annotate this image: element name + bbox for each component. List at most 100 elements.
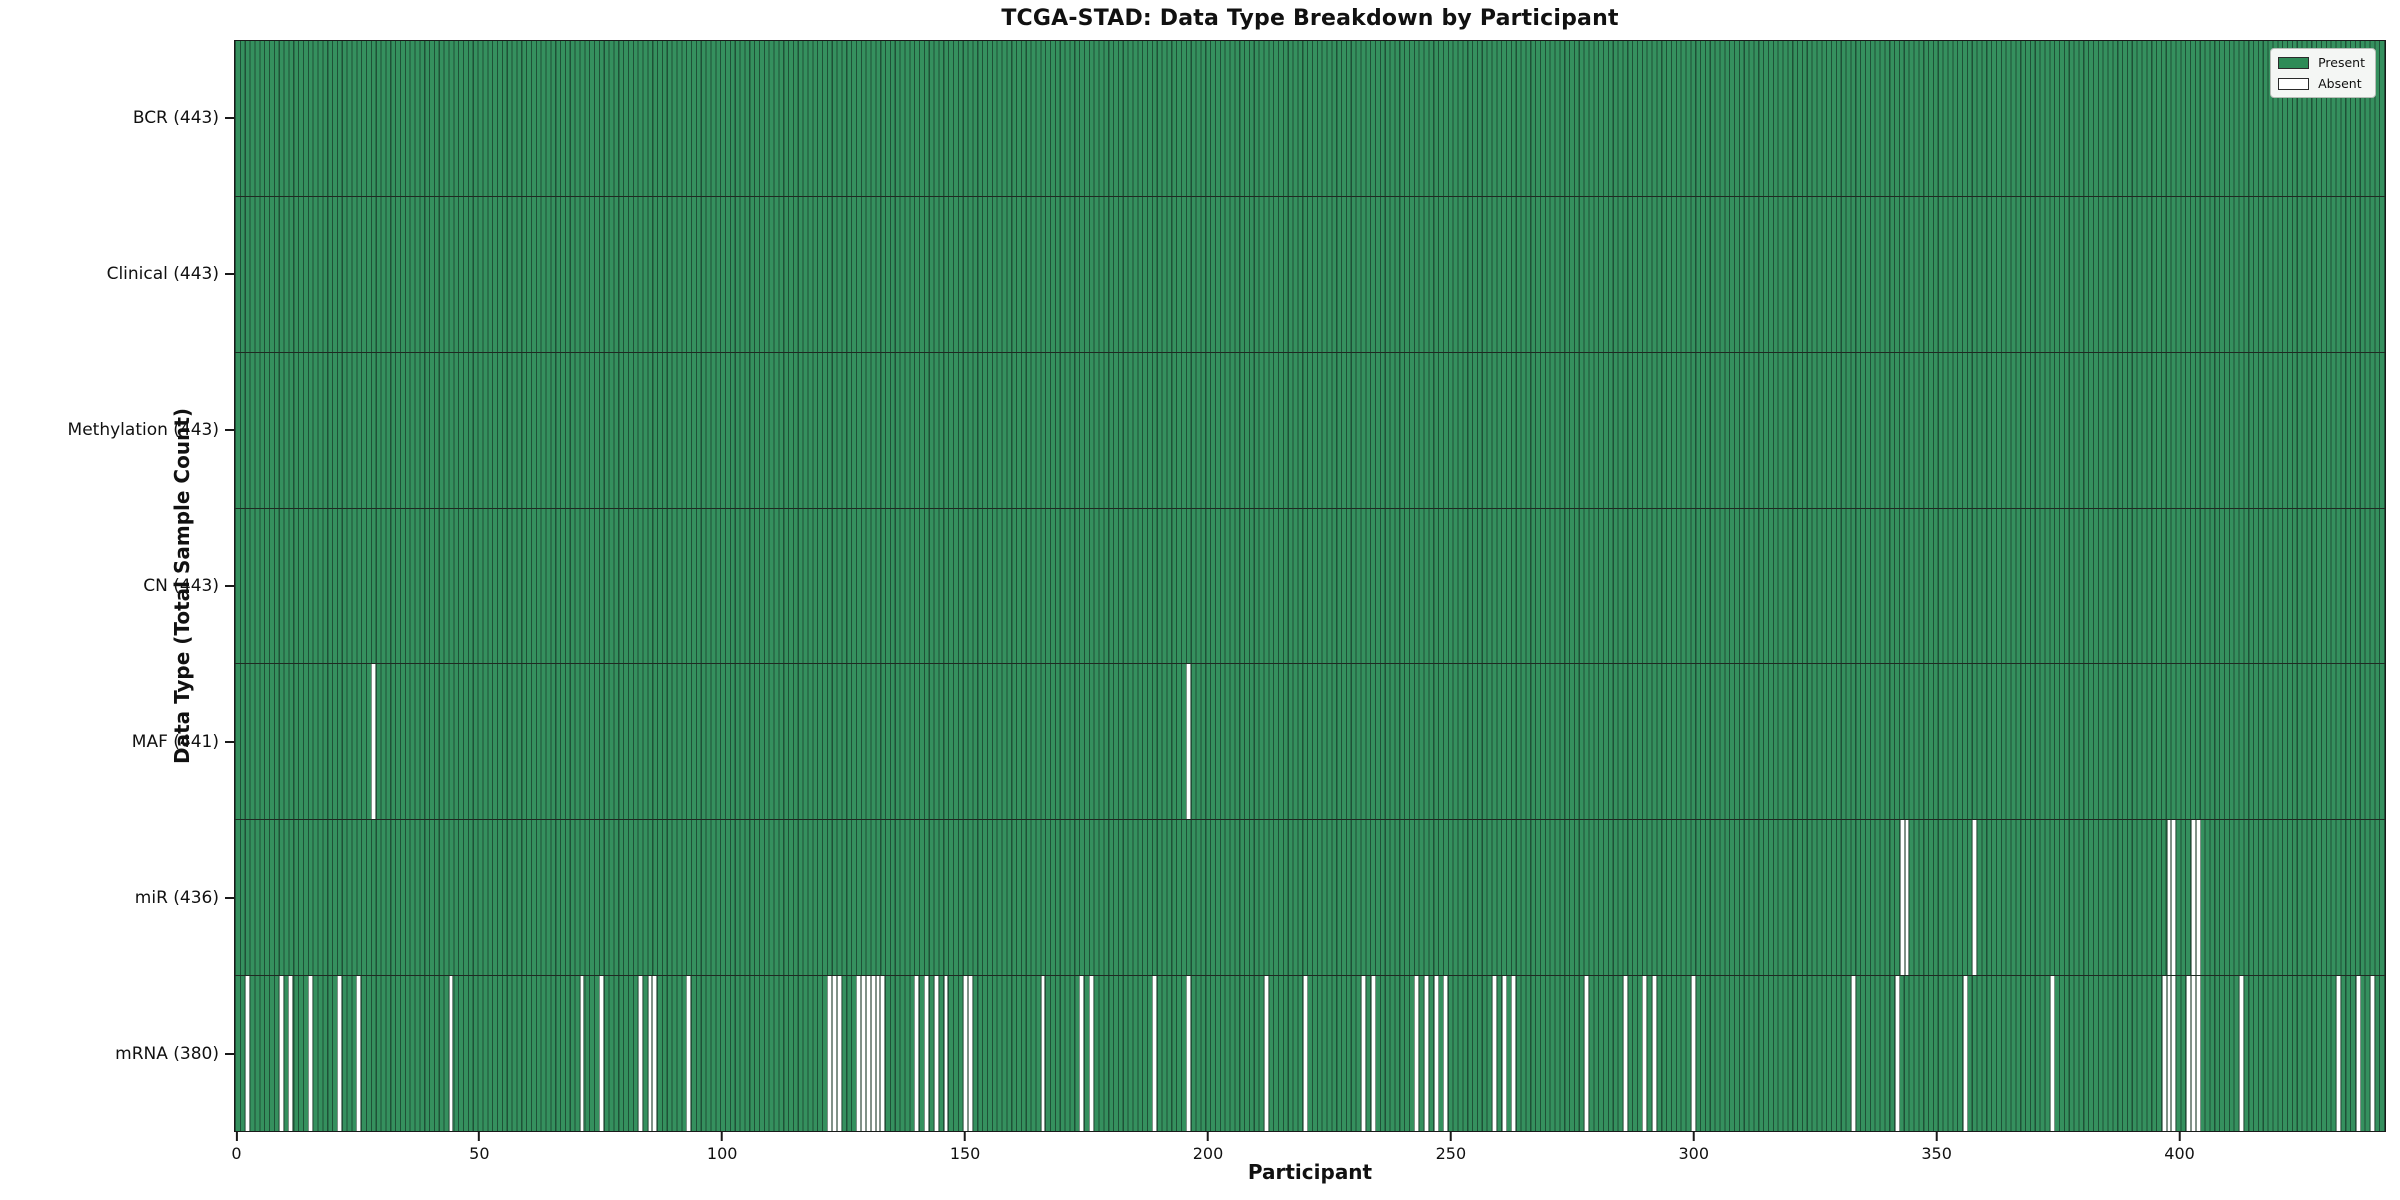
absent-bar xyxy=(962,976,968,1132)
y-tick-label: mRNA (380) xyxy=(115,1044,219,1064)
absent-bar xyxy=(2171,820,2177,976)
absent-bar xyxy=(307,976,313,1132)
absent-bar xyxy=(244,976,250,1132)
y-tick-maf: MAF (441) xyxy=(132,732,234,752)
x-tick-label: 0 xyxy=(231,1144,242,1163)
x-tick-label: 50 xyxy=(469,1144,490,1163)
absent-bar xyxy=(2195,976,2201,1132)
x-tick-0: 0 xyxy=(231,1132,242,1163)
y-tick-mir: miR (436) xyxy=(135,888,234,908)
y-axis: BCR (443) Clinical (443) Methylation (443)… xyxy=(0,40,234,1132)
absent-bar xyxy=(1652,976,1657,1132)
absent-bar xyxy=(1690,976,1696,1132)
data-row-bcr xyxy=(235,41,2385,196)
absent-bar xyxy=(2370,976,2376,1132)
absent-bar xyxy=(2336,976,2342,1132)
absent-bar xyxy=(2190,976,2196,1132)
legend-label-absent: Absent xyxy=(2318,76,2362,91)
absent-bar xyxy=(1360,976,1366,1132)
y-tick-mark xyxy=(225,429,234,431)
x-tick-mark xyxy=(721,1132,724,1141)
y-tick-mark xyxy=(225,585,234,587)
absent-bar xyxy=(875,976,881,1132)
absent-bar xyxy=(827,976,832,1132)
y-tick-label: MAF (441) xyxy=(131,732,219,752)
absent-bar xyxy=(1152,976,1158,1132)
absent-bar xyxy=(1089,976,1095,1132)
absent-bar xyxy=(686,976,692,1132)
legend-label-present: Present xyxy=(2318,55,2365,70)
absent-bar xyxy=(1186,664,1192,820)
y-tick-label: Methylation (443) xyxy=(67,420,219,440)
x-tick-50: 50 xyxy=(469,1132,489,1163)
data-row-cn xyxy=(235,507,2385,664)
x-tick-label: 150 xyxy=(949,1144,981,1163)
data-row-methylation xyxy=(235,351,2385,508)
data-row-maf xyxy=(235,663,2385,820)
absent-bar xyxy=(2239,976,2245,1132)
y-tick-methylation: Methylation (443) xyxy=(68,420,234,440)
absent-bar xyxy=(1302,976,1308,1132)
absent-bar xyxy=(1642,976,1648,1132)
absent-bar xyxy=(1040,976,1046,1132)
absent-bar xyxy=(880,976,886,1132)
x-tick-label: 100 xyxy=(706,1144,738,1163)
absent-bar xyxy=(943,976,949,1132)
absent-bar xyxy=(370,664,376,820)
x-tick-label: 200 xyxy=(1192,1144,1224,1163)
absent-bar xyxy=(1623,976,1628,1132)
legend-entry-present: Present xyxy=(2278,55,2365,70)
absent-bar xyxy=(1263,976,1269,1132)
absent-bar xyxy=(1511,976,1517,1132)
absent-bar xyxy=(336,976,342,1132)
absent-bar xyxy=(831,976,837,1132)
absent-bar xyxy=(836,976,842,1132)
absent-bar xyxy=(1433,976,1439,1132)
absent-bar xyxy=(1186,976,1192,1132)
x-tick-mark xyxy=(964,1132,967,1141)
plot-area: Present Absent xyxy=(234,40,2386,1132)
y-tick-bcr: BCR (443) xyxy=(133,108,234,128)
data-row-clinical xyxy=(235,195,2385,352)
legend-entry-absent: Absent xyxy=(2278,76,2365,91)
x-tick-label: 250 xyxy=(1435,1144,1467,1163)
absent-bar xyxy=(356,976,362,1132)
absent-bar xyxy=(856,976,862,1132)
absent-bar xyxy=(2186,976,2191,1132)
y-tick-mark xyxy=(225,741,234,743)
absent-bar xyxy=(1424,976,1429,1132)
absent-bar xyxy=(914,976,920,1132)
absent-bar xyxy=(1899,820,1905,976)
absent-bar xyxy=(1904,820,1910,976)
present-swatch xyxy=(2278,56,2310,69)
data-row-mrna xyxy=(235,975,2385,1132)
absent-bar xyxy=(1584,976,1590,1132)
absent-bar xyxy=(861,976,866,1132)
y-tick-label: miR (436) xyxy=(134,888,219,908)
absent-swatch xyxy=(2278,77,2310,90)
absent-bar xyxy=(637,976,643,1132)
y-tick-label: CN (443) xyxy=(143,576,219,596)
x-tick-label: 400 xyxy=(2164,1144,2195,1163)
x-axis-label: Participant xyxy=(1247,1160,1373,1184)
x-tick-mark xyxy=(235,1132,238,1141)
absent-bar xyxy=(598,976,604,1132)
absent-bar xyxy=(652,976,658,1132)
y-tick-clinical: Clinical (443) xyxy=(107,264,234,284)
absent-bar xyxy=(2355,976,2361,1132)
x-tick-mark xyxy=(1935,1132,1938,1141)
absent-bar xyxy=(1851,976,1856,1132)
absent-bar xyxy=(1501,976,1507,1132)
y-tick-mrna: mRNA (380) xyxy=(115,1044,234,1064)
absent-bar xyxy=(2190,820,2196,976)
x-tick-150: 150 xyxy=(949,1132,981,1163)
absent-bar xyxy=(2166,976,2172,1132)
absent-bar xyxy=(288,976,294,1132)
absent-bar xyxy=(924,976,929,1132)
y-tick-label: Clinical (443) xyxy=(106,264,219,284)
x-tick-100: 100 xyxy=(706,1132,738,1163)
y-tick-mark xyxy=(225,897,234,899)
absent-bar xyxy=(1894,976,1900,1132)
absent-bar xyxy=(2161,976,2167,1132)
x-tick-label: 300 xyxy=(1678,1144,1710,1163)
